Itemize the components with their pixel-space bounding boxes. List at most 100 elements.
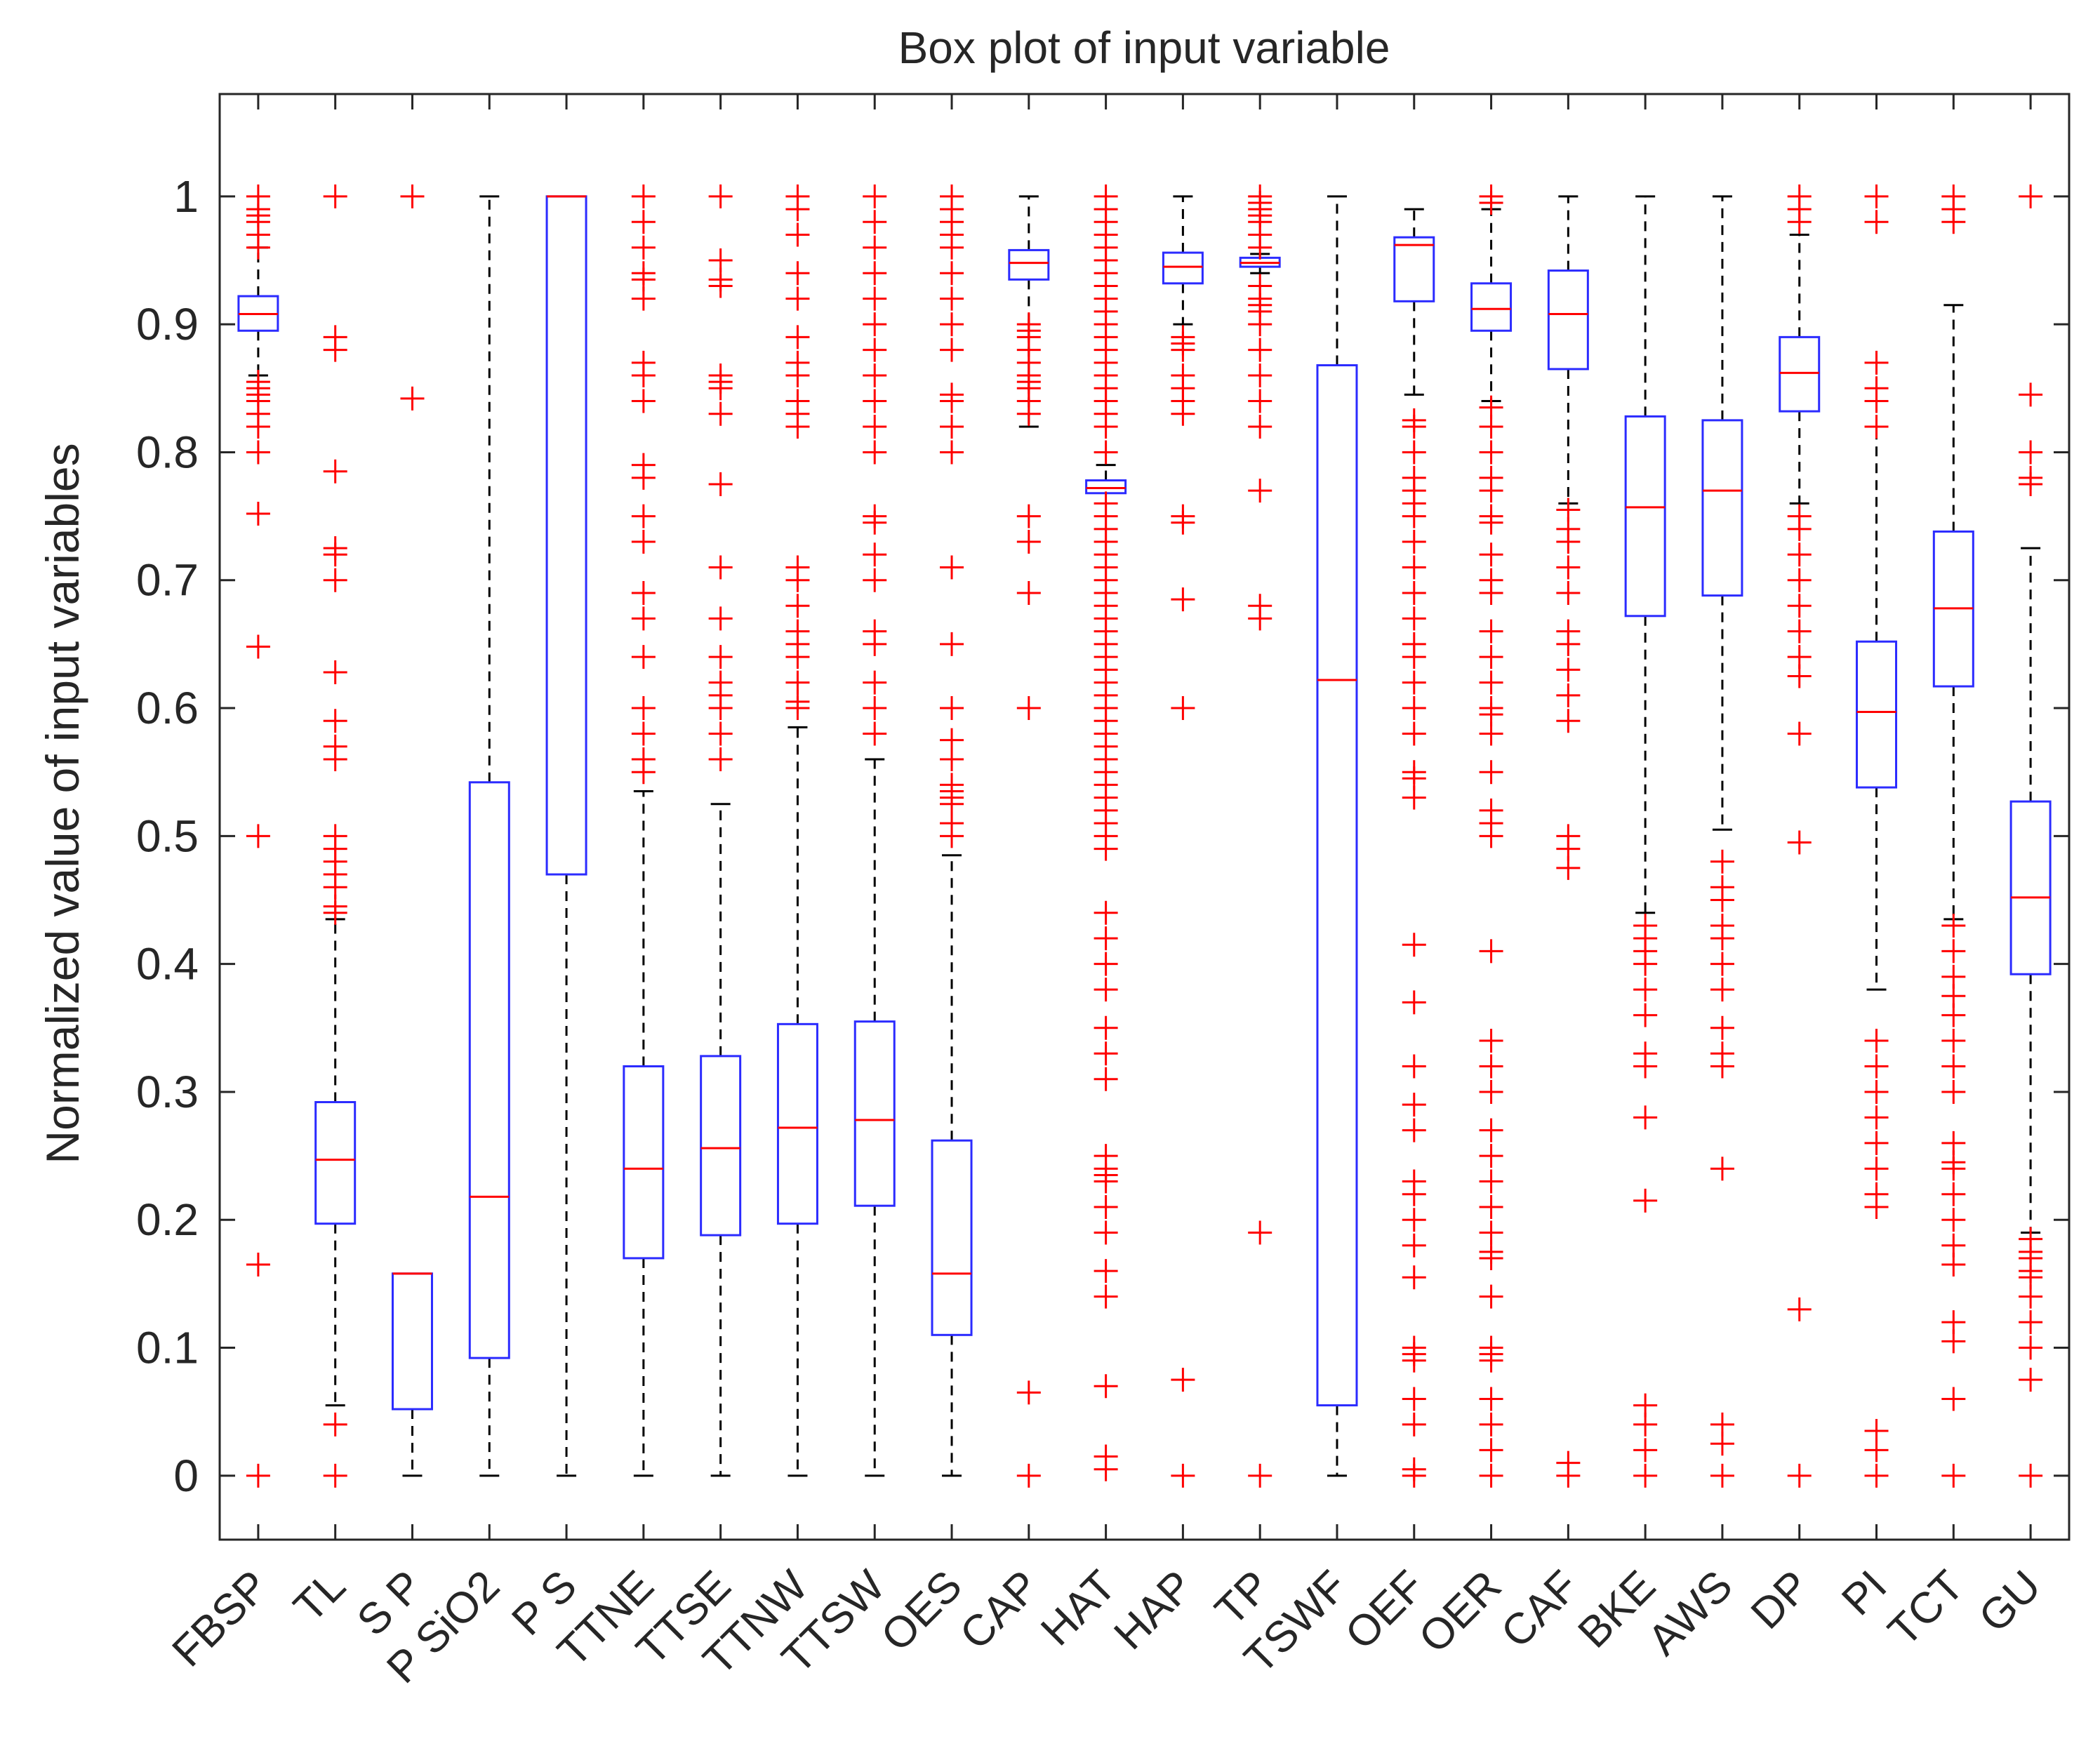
outlier-point [1171,401,1195,426]
outlier-point [1556,709,1581,733]
outlier-point [1633,1105,1658,1130]
outlier-point [1402,1093,1426,1117]
outlier-point [323,338,347,362]
outlier-point [1710,952,1734,976]
outlier-point [1402,990,1426,1015]
y-tick-label: 1 [173,171,199,222]
axes-frame [218,93,2071,1541]
box-bke [1624,415,1666,618]
outlier-point [863,440,887,465]
outlier-point [631,210,656,234]
outlier-point [1864,1463,1889,1488]
outlier-point [1479,1246,1503,1270]
outlier-point [940,261,964,286]
outlier-point [1941,1079,1966,1104]
y-axis-label: Normalized value of input variables [36,443,88,1164]
outlier-point [785,325,810,349]
outlier-point [400,184,425,208]
outlier-point [1402,504,1426,528]
outlier-point [2019,184,2043,208]
y-tick-label: 0.3 [136,1067,199,1117]
outlier-point [400,386,425,411]
outlier-point [1479,1144,1503,1168]
outlier-point [1556,658,1581,682]
outlier-point [1402,1412,1426,1436]
outlier-point [2019,382,2043,407]
outlier-point [785,568,810,592]
outlier-point [323,1412,347,1436]
outlier-point [1633,978,1658,1002]
outlier-point [1941,1387,1966,1411]
outlier-point [1402,696,1426,721]
box-oef [1393,236,1435,302]
outlier-point [1941,939,1966,964]
outlier-point [940,824,964,848]
outlier-point [785,414,810,439]
outlier-point [863,510,887,535]
box-ttse [700,1055,742,1236]
outlier-point [708,274,733,298]
outlier-point [1248,479,1272,503]
box-oes [931,1139,973,1336]
outlier-point [631,465,656,490]
outlier-point [1556,555,1581,580]
outlier-point [631,530,656,554]
outlier-point [863,389,887,413]
outlier-point [1402,785,1426,810]
outlier-point [1710,888,1734,912]
outlier-point [1633,952,1658,976]
outlier-point [1787,830,1812,855]
outlier-point [863,670,887,695]
outlier-point [785,286,810,311]
outlier-point [708,401,733,426]
outlier-point [1864,184,1889,208]
outlier-point [1171,587,1195,612]
box-gu [2009,800,2052,975]
box-pi [1856,640,1898,789]
outlier-point [1402,555,1426,580]
outlier-point [2019,440,2043,465]
outlier-point [1402,1182,1426,1206]
outlier-point [1864,210,1889,234]
outlier-point [246,440,270,465]
outlier-point [1479,440,1503,465]
outlier-point [1094,1284,1118,1309]
outlier-point [1633,1003,1658,1027]
outlier-point [631,184,656,208]
outlier-point [1941,1208,1966,1232]
outlier-point [940,389,964,413]
outlier-point [1402,645,1426,669]
outlier-point [1479,670,1503,695]
outlier-point [631,760,656,785]
outlier-point [1402,606,1426,631]
outlier-point [1402,1233,1426,1258]
outlier-point [1633,1438,1658,1462]
outlier-point [708,645,733,669]
outlier-point [1248,312,1272,337]
outlier-point [631,364,656,388]
outlier-point [863,632,887,656]
outlier-point [940,555,964,580]
outlier-point [1633,1188,1658,1213]
outlier-point [1094,1195,1118,1220]
outlier-point [863,542,887,567]
outlier-point [1402,1463,1426,1488]
outlier-point [1787,210,1812,234]
outlier-point [1556,530,1581,554]
outlier-point [708,184,733,208]
outlier-point [940,440,964,465]
outlier-point [323,184,347,208]
outlier-point [1864,1054,1889,1079]
outlier-point [940,414,964,439]
box-tswf [1316,364,1358,1407]
outlier-point [1479,939,1503,964]
outlier-point [323,660,347,684]
outlier-point [246,235,270,260]
outlier-point [1941,1156,1966,1181]
outlier-point [631,389,656,413]
outlier-point [1402,1054,1426,1079]
box-hap [1162,251,1204,285]
outlier-point [1402,414,1426,439]
outlier-point [1094,1457,1118,1481]
